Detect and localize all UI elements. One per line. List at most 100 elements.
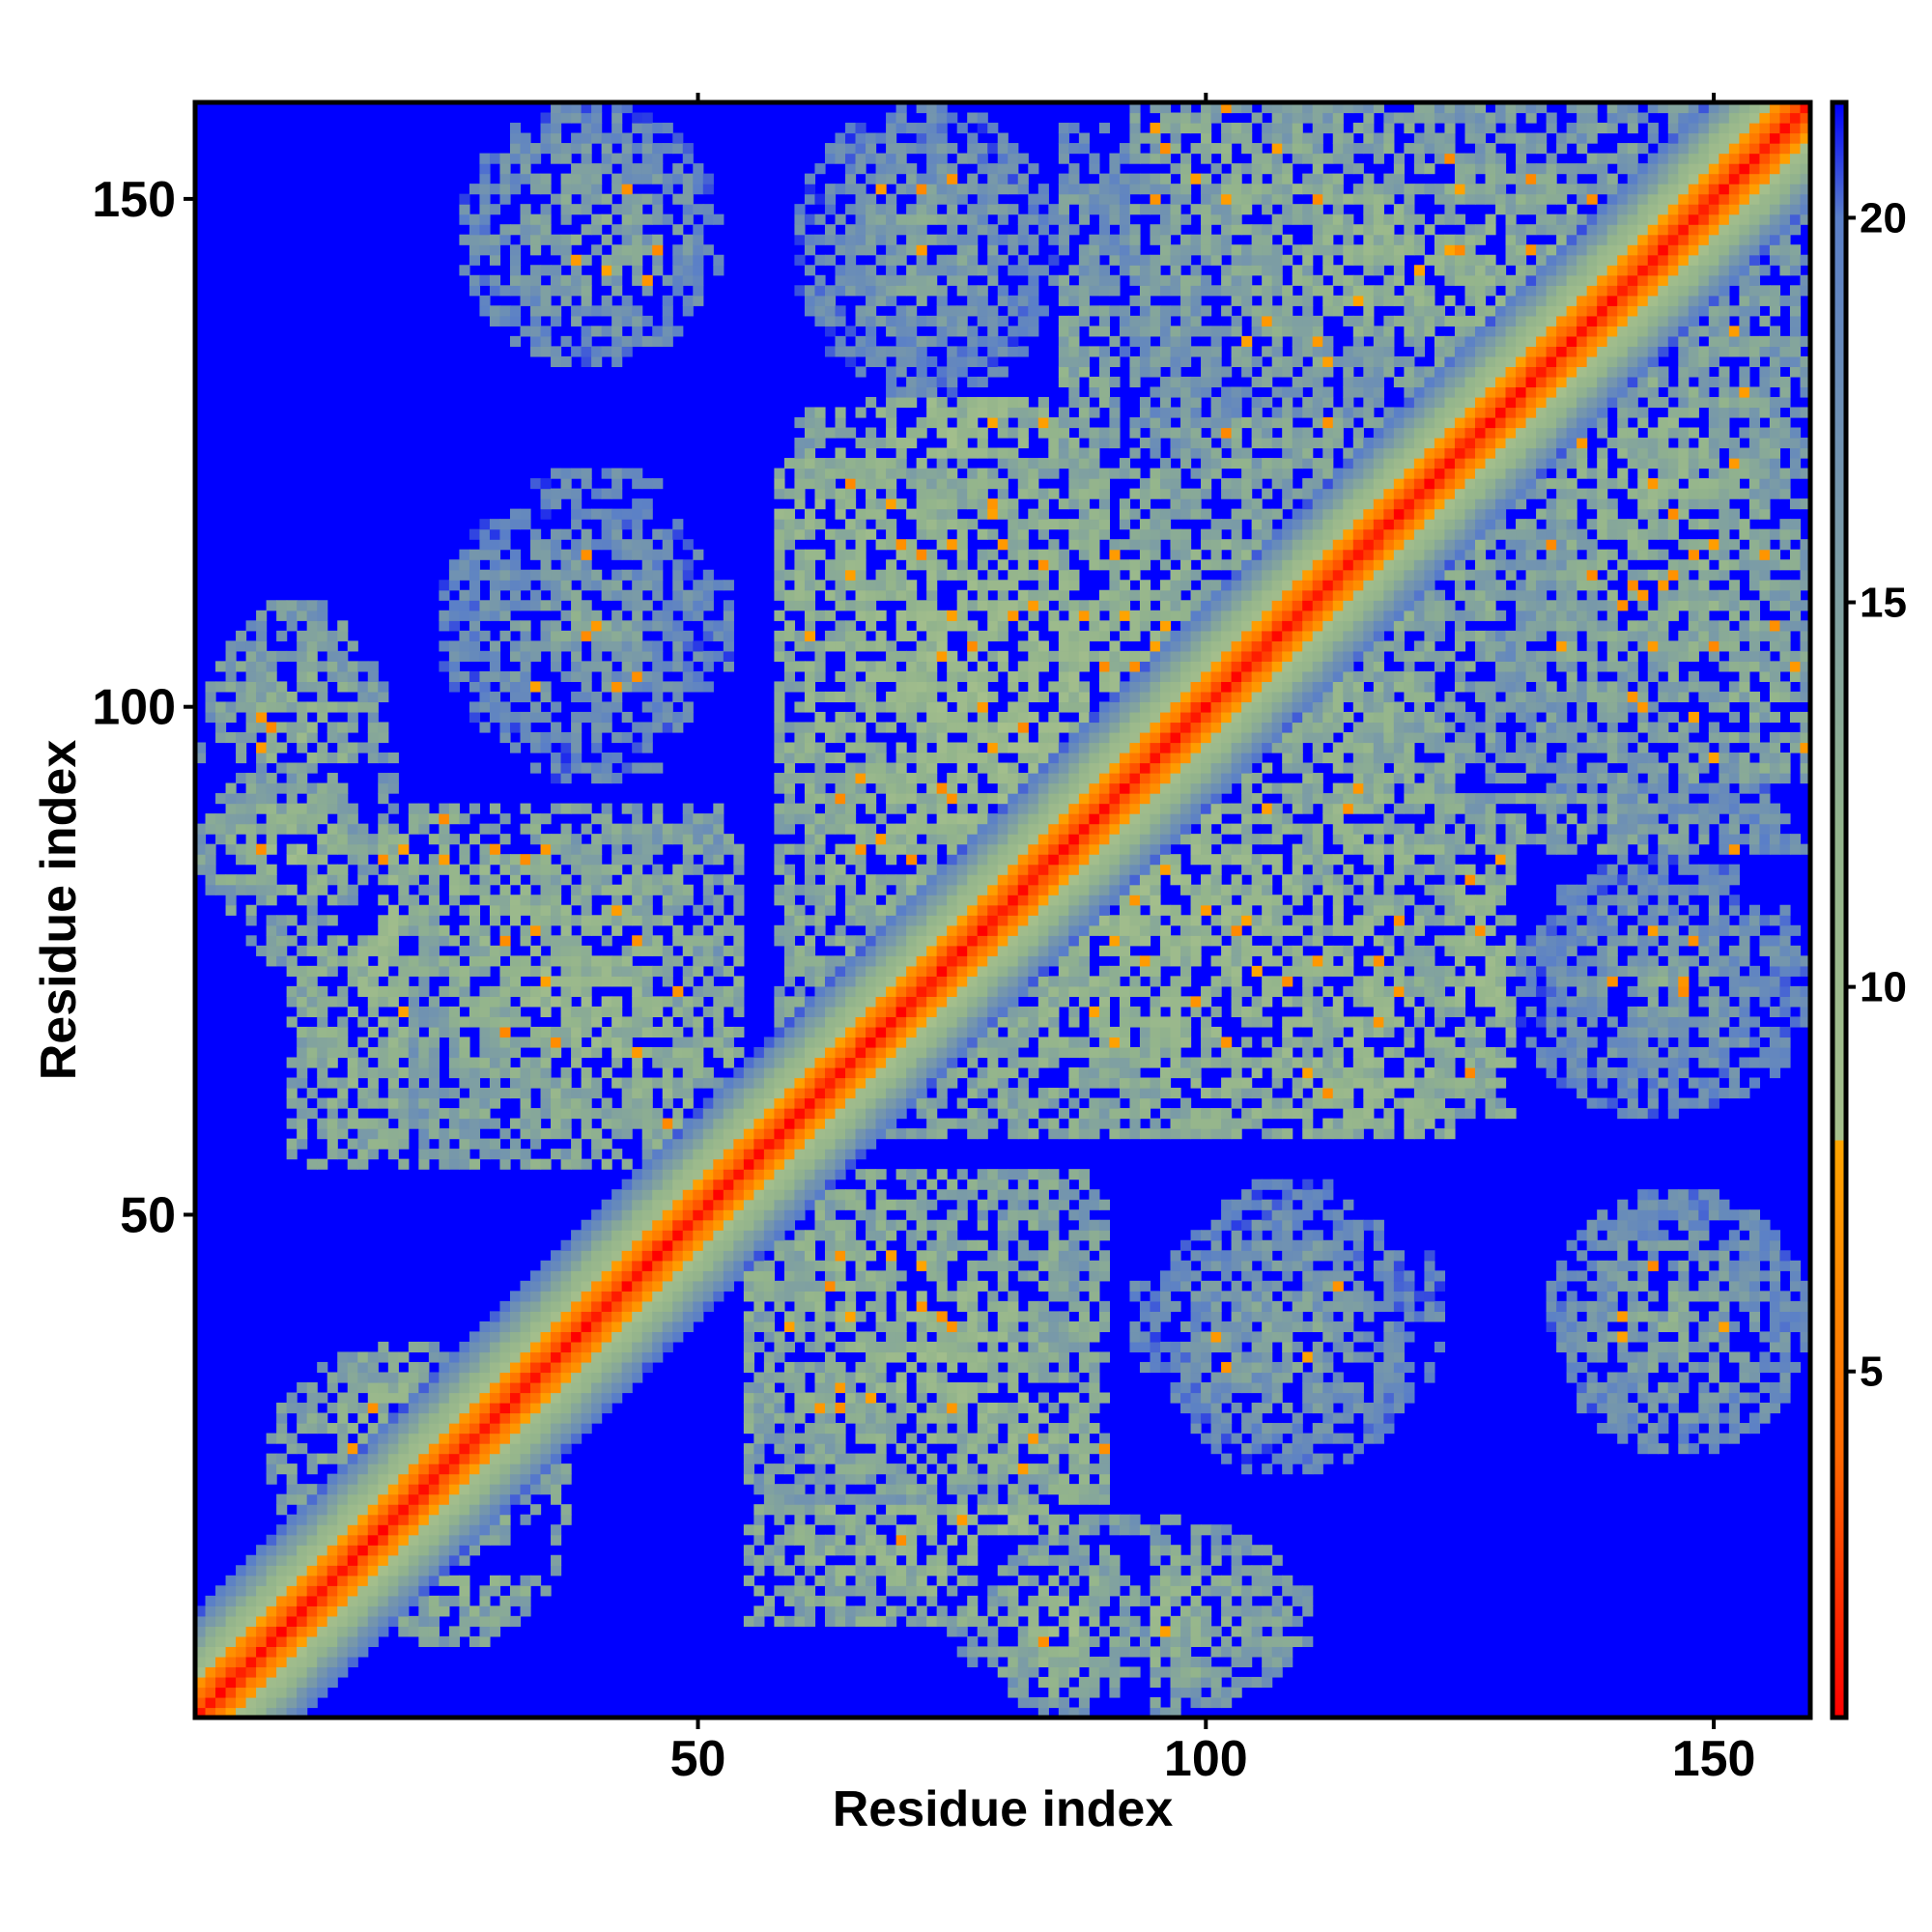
heatmap-cell <box>509 1321 522 1333</box>
heatmap-cell <box>621 508 633 520</box>
heatmap-cell <box>783 1524 796 1536</box>
heatmap-cell <box>835 1077 846 1089</box>
heatmap-cell <box>540 600 552 611</box>
heatmap-cell <box>621 1189 633 1201</box>
heatmap-cell <box>551 265 562 276</box>
heatmap-cell <box>866 1066 877 1079</box>
heatmap-cell <box>245 681 257 693</box>
heatmap-cell <box>814 823 826 835</box>
heatmap-cell <box>581 711 592 724</box>
heatmap-cell <box>682 213 694 225</box>
heatmap-cell <box>256 1696 268 1709</box>
heatmap-cell <box>895 1088 907 1099</box>
heatmap-cell <box>632 834 643 845</box>
heatmap-cell <box>672 1077 684 1089</box>
heatmap-cell <box>895 742 907 753</box>
heatmap-cell <box>469 965 481 977</box>
heatmap-cell <box>875 213 887 225</box>
heatmap-cell <box>225 1696 237 1709</box>
heatmap-cell <box>439 1108 450 1120</box>
heatmap-cell <box>306 1565 318 1577</box>
heatmap-cell <box>215 1707 227 1718</box>
heatmap-cell <box>428 1635 440 1647</box>
heatmap-cell <box>387 1595 399 1606</box>
heatmap-cell <box>866 1128 877 1140</box>
heatmap-cell <box>459 1097 470 1109</box>
heatmap-cell <box>866 315 877 327</box>
heatmap-cell <box>794 1026 806 1038</box>
heatmap-cell <box>702 976 714 987</box>
heatmap-cell <box>347 1118 358 1129</box>
heatmap-cell <box>459 1037 470 1048</box>
heatmap-cell <box>306 701 318 713</box>
heatmap-cell <box>855 1199 867 1210</box>
heatmap-cell <box>387 1504 399 1516</box>
heatmap-cell <box>693 945 704 956</box>
heatmap-cell <box>621 630 633 641</box>
heatmap-cell <box>866 620 877 632</box>
heatmap-cell <box>479 153 491 164</box>
heatmap-cell <box>591 346 603 357</box>
heatmap-cell <box>551 1311 562 1322</box>
heatmap-cell <box>317 681 328 693</box>
heatmap-cell <box>733 1219 745 1231</box>
heatmap-cell <box>723 1149 734 1160</box>
heatmap-cell <box>733 955 745 967</box>
heatmap-cell <box>479 1006 491 1018</box>
heatmap-cell <box>601 1260 612 1271</box>
heatmap-cell <box>489 1626 501 1637</box>
heatmap-cell <box>814 438 826 449</box>
heatmap-cell <box>632 1169 643 1180</box>
heatmap-cell <box>581 1423 592 1435</box>
heatmap-cell <box>632 1077 643 1089</box>
heatmap-cell <box>652 945 664 956</box>
heatmap-cell <box>835 793 846 805</box>
heatmap-cell <box>378 843 389 855</box>
heatmap-cell <box>571 265 582 276</box>
heatmap-cell <box>886 1118 897 1129</box>
heatmap-cell <box>855 1493 867 1505</box>
heatmap-cell <box>479 1372 491 1383</box>
heatmap-cell <box>581 295 592 306</box>
heatmap-cell <box>794 1016 806 1028</box>
heatmap-cell <box>886 569 897 581</box>
heatmap-cell <box>398 1088 410 1099</box>
heatmap-cell <box>783 1321 796 1333</box>
heatmap-cell <box>297 1687 308 1698</box>
heatmap-cell <box>479 1473 491 1485</box>
heatmap-cell <box>347 1646 358 1658</box>
heatmap-cell <box>225 1687 237 1698</box>
heatmap-cell <box>794 458 806 469</box>
heatmap-cell <box>693 1138 704 1150</box>
heatmap-cell <box>367 1473 379 1485</box>
heatmap-cell <box>713 1189 724 1201</box>
heatmap-cell <box>551 1149 562 1160</box>
heatmap-cell <box>530 711 542 724</box>
heatmap-cell <box>560 112 572 124</box>
heatmap-cell <box>814 305 826 317</box>
heatmap-cell <box>306 793 318 805</box>
heatmap-cell <box>886 1077 897 1089</box>
heatmap-cell <box>621 731 633 744</box>
heatmap-cell <box>347 854 358 866</box>
heatmap-cell <box>906 1057 918 1068</box>
heatmap-cell <box>540 123 552 134</box>
heatmap-cell <box>652 1158 664 1170</box>
heatmap-cell <box>783 945 796 956</box>
heatmap-cell <box>327 1138 338 1150</box>
heatmap-cell <box>479 1149 491 1160</box>
heatmap-cell <box>459 589 470 601</box>
heatmap-cell <box>906 376 918 388</box>
heatmap-cell <box>469 559 481 571</box>
heatmap-cell <box>245 813 257 825</box>
heatmap-cell <box>601 326 612 337</box>
heatmap-cell <box>632 650 643 662</box>
heatmap-cell <box>448 1433 461 1444</box>
heatmap-cell <box>560 244 572 256</box>
heatmap-cell <box>256 630 268 641</box>
heatmap-cell <box>337 1504 349 1516</box>
heatmap-cell <box>641 478 653 490</box>
heatmap-cell <box>814 1291 826 1302</box>
heatmap-cell <box>499 864 511 875</box>
heatmap-cell <box>256 803 268 814</box>
